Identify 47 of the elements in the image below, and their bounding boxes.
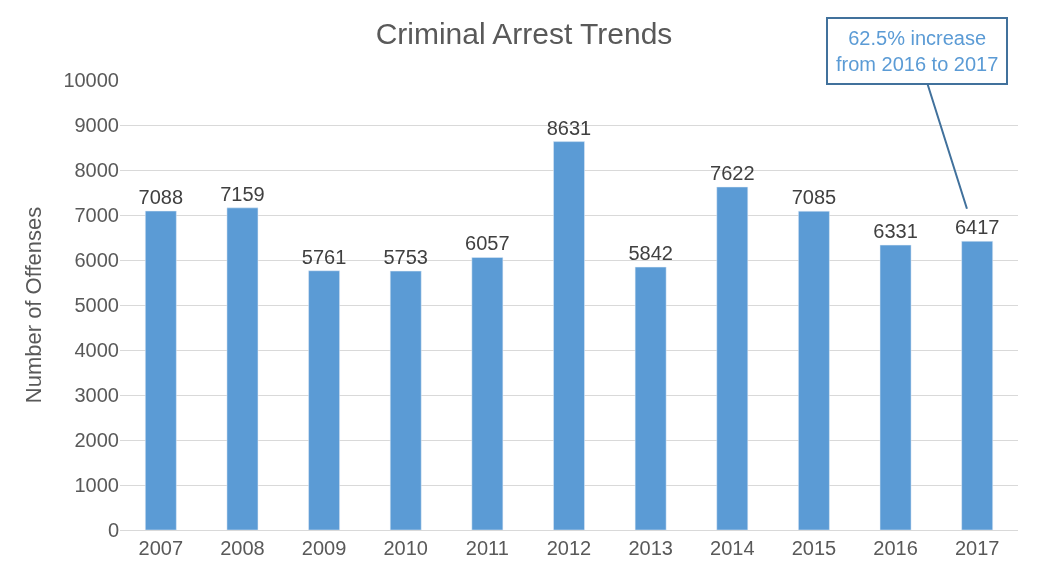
y-tick-label: 8000 <box>74 159 119 181</box>
chart-title: Criminal Arrest Trends <box>375 17 673 51</box>
bar <box>798 210 830 530</box>
y-axis-title: Number of Offenses <box>21 206 47 404</box>
bar <box>879 244 912 530</box>
data-label: 6331 <box>873 220 918 243</box>
y-tick-label: 2000 <box>74 429 119 451</box>
data-label: 8631 <box>546 116 592 139</box>
x-tick-label: 2011 <box>465 537 509 559</box>
bar <box>308 270 340 530</box>
y-tick-label: 7000 <box>74 204 119 226</box>
bar <box>471 257 504 530</box>
y-tick-label: 0 <box>107 519 119 541</box>
x-tick-label: 2012 <box>546 537 592 559</box>
y-tick-label: 6000 <box>74 249 119 271</box>
bar <box>553 141 585 530</box>
x-tick-label: 2015 <box>791 537 837 559</box>
data-label: 6057 <box>465 232 510 255</box>
x-tick-label: 2008 <box>220 537 265 559</box>
data-label: 7159 <box>220 182 265 205</box>
data-label: 7622 <box>710 162 755 185</box>
data-label: 6417 <box>954 216 1000 239</box>
x-tick-label: 2016 <box>873 537 918 559</box>
x-tick-label: 2009 <box>301 537 347 559</box>
y-tick-label: 1000 <box>74 474 119 496</box>
y-tick-label: 9000 <box>74 114 119 136</box>
x-tick-label: 2014 <box>710 537 755 559</box>
y-tick-label: 3000 <box>74 384 119 406</box>
bar <box>226 207 259 530</box>
annotation: 62.5% increase from 2016 to 2017 <box>836 27 999 75</box>
bar <box>716 186 749 530</box>
bar <box>389 270 422 530</box>
y-tick-label: 4000 <box>74 339 119 361</box>
x-tick-label: 2013 <box>628 537 673 559</box>
x-tick-label: 2017 <box>954 537 1000 559</box>
y-tick-label: 10000 <box>63 69 119 91</box>
bar <box>961 240 993 530</box>
bar <box>634 266 667 530</box>
data-label: 5753 <box>383 246 428 269</box>
data-label: 7085 <box>791 186 837 209</box>
x-tick-label: 2010 <box>383 537 428 559</box>
x-tick-label: 2007 <box>138 537 184 559</box>
data-label: 7088 <box>138 186 184 209</box>
y-tick-label: 5000 <box>74 294 119 316</box>
data-label: 5761 <box>301 245 347 268</box>
data-label: 5842 <box>628 242 673 265</box>
bar <box>145 210 177 530</box>
